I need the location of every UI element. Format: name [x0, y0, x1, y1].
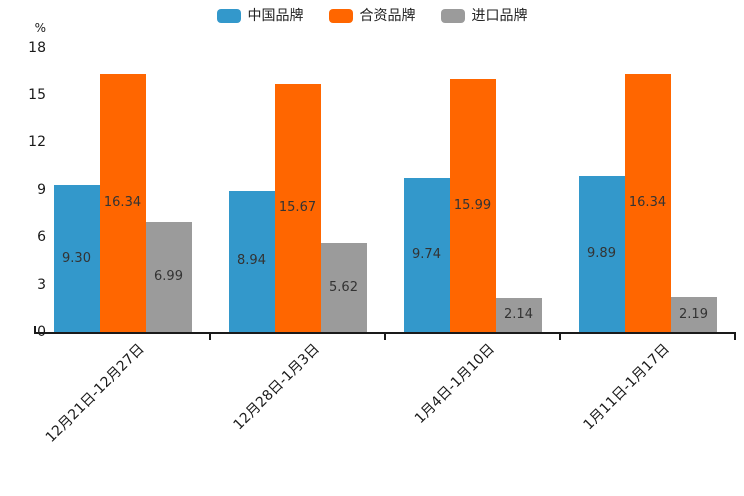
x-axis-tick — [209, 334, 211, 340]
bar-中国品牌 — [403, 178, 450, 332]
x-axis-tick — [559, 334, 561, 340]
x-axis-category-label: 1月4日-1月10日 — [411, 341, 498, 427]
x-axis-category-label: 12月28日-1月3日 — [230, 341, 323, 434]
bar-中国品牌 — [578, 175, 625, 332]
bar-value-label: 8.94 — [237, 253, 266, 269]
bar-value-label: 6.99 — [154, 268, 183, 284]
y-axis-tick-label: 6 — [37, 229, 46, 246]
bar-合资品牌 — [449, 79, 496, 332]
legend-label: 进口品牌 — [471, 8, 528, 24]
legend-swatch-icon — [440, 9, 465, 23]
x-axis-line — [34, 332, 736, 334]
bar-进口品牌 — [495, 298, 542, 332]
y-axis-tick-label: 12 — [28, 134, 46, 151]
legend-item-进口品牌[interactable]: 进口品牌 — [440, 8, 528, 24]
legend-item-合资品牌[interactable]: 合资品牌 — [328, 8, 416, 24]
bar-value-label: 9.74 — [412, 247, 441, 263]
x-axis-tick — [384, 334, 386, 340]
bar-value-label: 9.30 — [62, 250, 91, 266]
legend-label: 中国品牌 — [247, 8, 304, 24]
bar-合资品牌 — [99, 73, 146, 332]
legend-swatch-icon — [216, 9, 241, 23]
bar-value-label: 9.89 — [587, 245, 616, 261]
bar-进口品牌 — [320, 243, 367, 332]
bar-value-label: 15.67 — [278, 200, 317, 216]
bar-value-label: 15.99 — [453, 197, 492, 213]
bar-value-label: 2.14 — [504, 307, 533, 323]
y-axis-tick-label: 15 — [28, 86, 46, 103]
x-axis-tick — [734, 334, 736, 340]
legend-swatch-icon — [328, 9, 353, 23]
x-axis-category-label: 1月11日-1月17日 — [580, 341, 673, 434]
bar-value-label: 5.62 — [329, 279, 358, 295]
x-axis-category-label: 12月21日-12月27日 — [42, 341, 148, 446]
legend-item-中国品牌[interactable]: 中国品牌 — [216, 8, 304, 24]
legend-label: 合资品牌 — [359, 8, 416, 24]
bar-中国品牌 — [53, 185, 100, 332]
bar-value-label: 2.19 — [679, 306, 708, 322]
bar-合资品牌 — [274, 84, 321, 332]
x-axis-endcap-tick — [34, 326, 36, 332]
y-axis-tick-label: 3 — [37, 276, 46, 293]
legend: 中国品牌 合资品牌 进口品牌 — [0, 6, 744, 26]
y-axis-tick-label: 9 — [37, 181, 46, 198]
bar-value-label: 16.34 — [103, 194, 142, 210]
y-axis-tick-label: 18 — [28, 39, 46, 56]
bar-value-label: 16.34 — [628, 194, 667, 210]
y-axis-unit-label: % — [34, 21, 46, 35]
bar-进口品牌 — [670, 297, 717, 332]
bar-进口品牌 — [145, 221, 192, 332]
bar-中国品牌 — [228, 190, 275, 332]
bar-合资品牌 — [624, 73, 671, 332]
